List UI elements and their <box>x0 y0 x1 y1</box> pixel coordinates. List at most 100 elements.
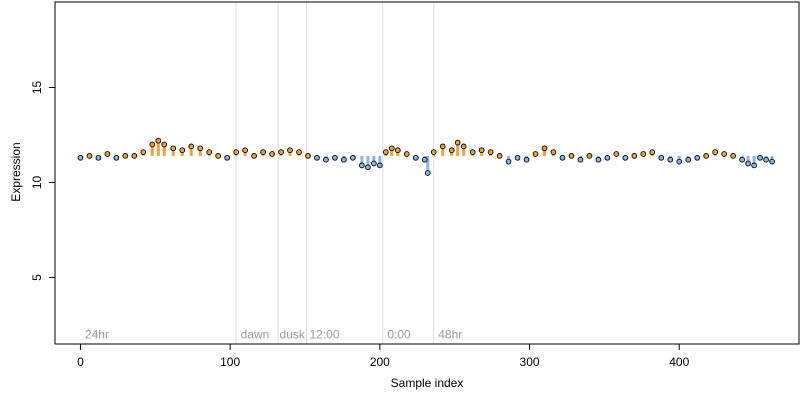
data-point <box>730 153 736 159</box>
data-point <box>667 156 674 163</box>
data-point <box>260 149 266 155</box>
data-point <box>685 156 692 163</box>
y-tick-label: 10 <box>30 176 44 190</box>
data-points <box>77 137 775 176</box>
annotation-label: 48hr <box>438 328 462 342</box>
data-point <box>215 153 222 159</box>
data-point <box>514 154 521 161</box>
data-point <box>113 154 120 161</box>
data-point <box>478 147 485 154</box>
data-point <box>769 158 775 165</box>
annotation-label: 0:00 <box>387 328 411 342</box>
data-point <box>424 170 431 176</box>
data-point <box>305 153 311 159</box>
data-point <box>763 156 769 163</box>
data-point <box>751 162 757 169</box>
data-point <box>341 156 347 163</box>
data-point <box>314 154 320 161</box>
data-point <box>649 149 656 155</box>
deviation-bars <box>78 140 774 173</box>
x-tick-label: 400 <box>669 355 689 369</box>
data-point <box>676 158 683 165</box>
data-point <box>77 154 84 161</box>
data-point <box>233 149 239 155</box>
data-point <box>745 160 751 167</box>
data-point <box>694 154 701 161</box>
data-point <box>568 153 575 159</box>
data-point <box>155 137 162 144</box>
data-point <box>95 154 102 161</box>
data-point <box>161 141 168 148</box>
data-point <box>122 153 129 159</box>
data-point <box>454 139 461 146</box>
y-tick-label: 15 <box>30 81 44 95</box>
data-point <box>439 143 446 150</box>
x-axis-title: Sample index <box>391 376 464 390</box>
data-point <box>421 156 428 163</box>
data-point <box>382 149 389 155</box>
data-point <box>505 158 512 165</box>
data-point <box>757 154 763 161</box>
x-tick-label: 200 <box>370 355 390 369</box>
data-point <box>131 153 138 159</box>
data-point <box>721 151 728 157</box>
x-tick-label: 0 <box>77 355 84 369</box>
data-point <box>86 153 93 159</box>
annotation-label: dusk <box>280 328 306 342</box>
data-point <box>104 151 111 157</box>
data-point <box>541 145 548 152</box>
data-point <box>532 151 539 157</box>
data-point <box>197 145 204 152</box>
annotation-label: 12:00 <box>309 328 339 342</box>
vertical-reference-lines <box>235 2 435 344</box>
data-point <box>149 141 156 148</box>
data-point <box>577 156 584 163</box>
data-point <box>287 147 293 154</box>
data-point <box>179 147 186 154</box>
annotation-label: dawn <box>241 328 270 342</box>
annotation-labels: 24hr dawn dusk 12:00 0:00 48hr <box>85 328 462 342</box>
data-point <box>296 149 302 155</box>
data-point <box>604 154 611 161</box>
data-point <box>469 149 476 155</box>
data-point <box>278 149 284 155</box>
data-point <box>550 149 557 155</box>
data-point <box>365 164 371 171</box>
data-point <box>631 153 638 159</box>
data-point <box>640 151 647 157</box>
data-point <box>658 154 665 161</box>
data-point <box>739 156 745 163</box>
data-point <box>595 156 602 163</box>
x-tick-label: 100 <box>220 355 240 369</box>
y-tick-label: 5 <box>30 274 44 281</box>
data-point <box>394 147 401 154</box>
data-point <box>224 154 231 161</box>
data-point <box>523 156 530 163</box>
data-point <box>332 154 338 161</box>
x-tick-label: 300 <box>520 355 540 369</box>
data-point <box>448 147 455 154</box>
data-point <box>559 154 566 161</box>
data-point <box>586 153 593 159</box>
annotation-label: 24hr <box>85 328 109 342</box>
data-point <box>251 153 257 159</box>
plot-frame <box>54 1 800 345</box>
data-point <box>613 151 620 157</box>
data-point <box>323 156 329 163</box>
data-point <box>412 154 419 161</box>
data-point <box>371 160 377 167</box>
x-axis: 0 100 200 300 400 <box>77 344 690 369</box>
data-point <box>496 153 503 159</box>
y-axis: 5 10 15 <box>30 81 55 281</box>
data-point <box>242 147 248 154</box>
data-point <box>487 149 494 155</box>
data-point <box>140 149 147 155</box>
data-point <box>188 143 195 150</box>
data-point <box>460 143 467 150</box>
data-point <box>712 149 719 155</box>
data-point <box>622 154 629 161</box>
data-point <box>388 145 395 152</box>
data-point <box>206 149 213 155</box>
data-point <box>376 162 383 169</box>
